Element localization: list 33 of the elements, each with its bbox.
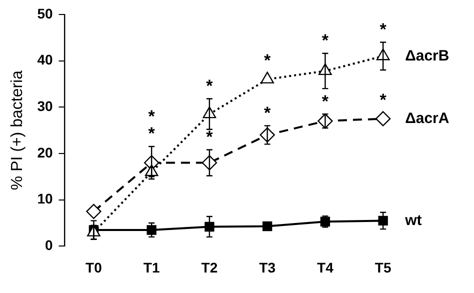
data-label: * [264,50,272,70]
series-label: ΔacrB [405,47,450,64]
data-label: * [264,103,272,122]
y-tick-label: 30 [37,98,53,114]
y-axis-title: % PI (+) bacteria [9,70,26,190]
x-tick-label: T3 [259,259,276,276]
data-label: * [322,31,329,50]
x-tick-label: T0 [86,259,102,276]
data-label: * [206,127,214,146]
point [86,204,102,220]
series-label: wt [404,212,422,229]
series-label: ΔacrA [405,110,450,127]
data-label: * [148,124,156,144]
point [260,72,274,84]
x-tick-label: T4 [317,259,334,276]
x-tick-label: T1 [143,259,160,276]
data-label: * [380,90,387,110]
y-tick-label: 20 [37,144,53,160]
point [375,111,391,126]
x-tick-label: T5 [374,259,392,276]
point [146,225,156,235]
data-label: * [380,20,387,39]
data-label: * [322,92,329,111]
y-tick-label: 40 [37,52,53,68]
point [204,222,214,232]
y-tick-label: 50 [37,5,53,22]
y-tick-label: 0 [44,237,53,254]
data-label: * [206,76,214,96]
x-tick-label: T2 [201,259,218,276]
point [378,216,388,226]
point [262,221,272,232]
y-tick-label: 10 [37,190,53,207]
data-label: * [148,107,156,126]
